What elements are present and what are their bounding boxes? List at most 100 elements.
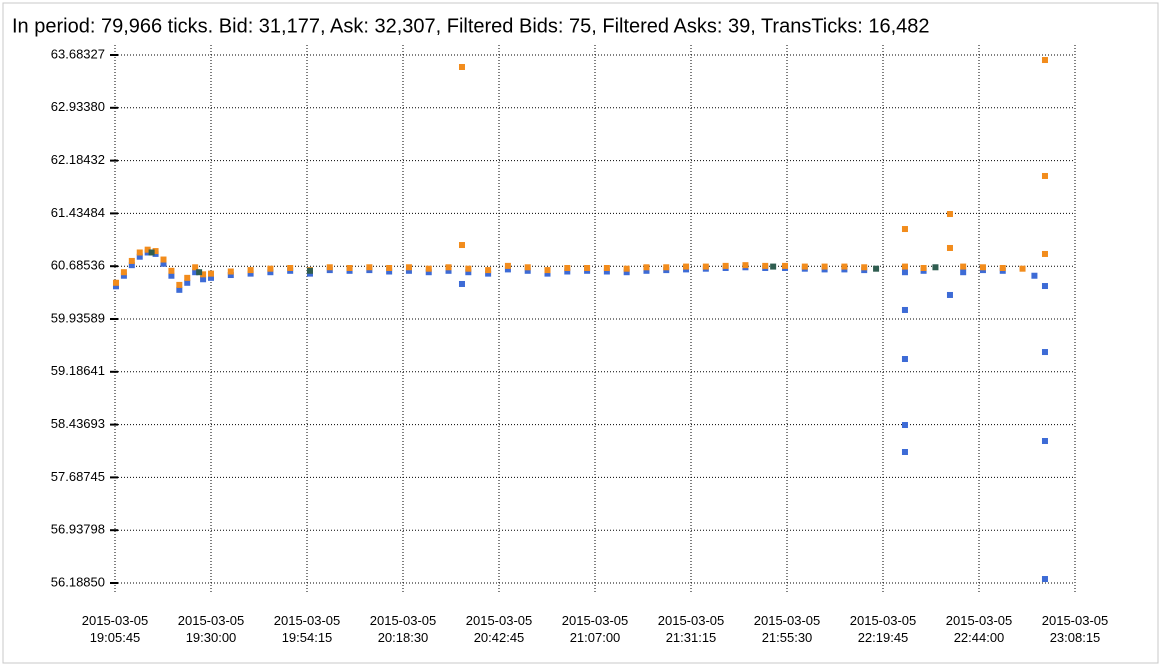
point: [192, 269, 199, 276]
point: [643, 267, 650, 274]
point: [267, 269, 274, 276]
point: [742, 262, 749, 269]
y-tick-label: 56.18850: [51, 574, 105, 589]
x-tick-line: 2015-03-05: [274, 613, 341, 628]
point: [801, 263, 808, 270]
point: [1041, 576, 1048, 583]
point: [1041, 250, 1048, 257]
x-tick-line: 22:19:45: [858, 630, 909, 645]
point: [1031, 272, 1038, 279]
point: [192, 264, 199, 271]
point: [683, 263, 690, 270]
point: [465, 269, 472, 276]
point: [544, 267, 551, 274]
x-tick-label: 2015-03-05 19:54:15: [274, 613, 341, 645]
x-tick-line: 19:54:15: [282, 630, 333, 645]
point: [112, 279, 119, 286]
y-tick-label: 61.43484: [51, 205, 105, 220]
point: [168, 272, 175, 279]
x-tick-line: 21:07:00: [570, 630, 621, 645]
point: [366, 264, 373, 271]
point: [227, 268, 234, 275]
x-tick-line: 23:08:15: [1050, 630, 1101, 645]
x-tick-line: 2015-03-05: [658, 613, 725, 628]
point: [946, 244, 953, 251]
point: [227, 272, 234, 279]
point: [584, 264, 591, 271]
point: [120, 269, 127, 276]
y-tick-label: 62.18432: [51, 152, 105, 167]
point: [901, 422, 908, 429]
point: [445, 264, 452, 271]
point: [208, 270, 214, 277]
point: [200, 271, 207, 278]
y-tick-label: 62.93380: [51, 99, 105, 114]
y-tick-label: 57.68745: [51, 469, 105, 484]
point: [623, 265, 630, 272]
point: [287, 264, 294, 271]
x-tick-line: 2015-03-05: [754, 613, 821, 628]
point: [148, 249, 155, 256]
x-tick-label: 2015-03-05 21:55:30: [754, 613, 821, 645]
point: [1041, 172, 1048, 179]
x-tick-label: 2015-03-05 21:31:15: [658, 613, 725, 645]
x-tick-line: 2015-03-05: [1042, 613, 1109, 628]
point: [1041, 283, 1048, 290]
point: [901, 263, 908, 270]
point: [524, 264, 531, 271]
point: [544, 270, 551, 277]
point: [901, 448, 908, 455]
point: [458, 63, 465, 70]
point: [564, 268, 571, 275]
x-tick-line: 2015-03-05: [946, 613, 1013, 628]
point: [112, 283, 119, 290]
point: [184, 274, 191, 281]
x-tick-line: 2015-03-05: [82, 613, 149, 628]
point: [425, 269, 432, 276]
point: [1019, 265, 1026, 272]
point: [722, 262, 729, 269]
point: [524, 267, 531, 274]
point: [861, 264, 868, 271]
chart-title: In period: 79,966 ticks. Bid: 31,177, As…: [12, 15, 930, 37]
point: [136, 249, 143, 256]
y-tick-label: 58.43693: [51, 416, 105, 431]
x-tick-line: 2015-03-05: [370, 613, 437, 628]
x-tick-line: 20:18:30: [378, 630, 429, 645]
point: [425, 265, 432, 272]
point: [873, 265, 880, 272]
point: [136, 253, 143, 260]
point: [623, 269, 630, 276]
point: [247, 267, 254, 274]
point: [128, 257, 135, 264]
x-tick-line: 2015-03-05: [850, 613, 917, 628]
x-tick-line: 21:31:15: [666, 630, 717, 645]
point: [663, 264, 670, 271]
y-tick-label: 56.93798: [51, 522, 105, 537]
point: [144, 246, 151, 253]
point: [932, 264, 939, 271]
x-tick-line: 19:05:45: [90, 630, 141, 645]
x-tick-label: 2015-03-05 23:08:15: [1042, 613, 1109, 645]
x-tick-label: 2015-03-05 22:19:45: [850, 613, 917, 645]
x-tick-line: 22:44:00: [954, 630, 1005, 645]
x-tick-line: 2015-03-05: [562, 613, 629, 628]
x-tick-line: 20:42:45: [474, 630, 525, 645]
point: [247, 270, 254, 277]
point: [458, 242, 465, 249]
point: [160, 256, 167, 263]
point: [405, 267, 412, 274]
point: [1041, 349, 1048, 356]
point: [176, 286, 183, 293]
point: [979, 264, 986, 271]
x-tick-label: 2015-03-05 19:30:00: [178, 613, 245, 645]
point: [901, 306, 908, 313]
point: [1041, 57, 1048, 64]
point: [603, 268, 610, 275]
x-tick-label: 2015-03-05 20:42:45: [466, 613, 533, 645]
x-tick-line: 2015-03-05: [178, 613, 245, 628]
point: [564, 264, 571, 271]
point: [901, 226, 908, 233]
